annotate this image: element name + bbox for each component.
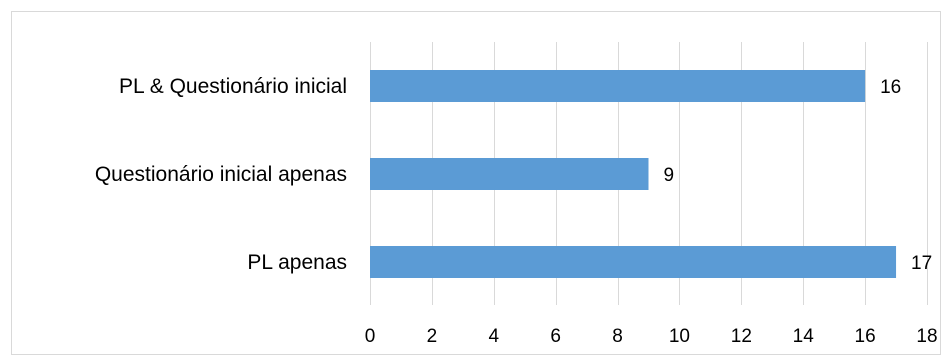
x-tick-label: 6 (550, 326, 561, 347)
x-tick-label: 14 (793, 326, 815, 347)
category-label: Questionário inicial apenas (95, 163, 347, 186)
bar (370, 158, 649, 190)
x-tick-label: 12 (731, 326, 752, 347)
data-label: 17 (911, 253, 932, 274)
x-axis-ticks: 0 2 4 6 8 10 12 14 16 18 (365, 326, 938, 347)
bar (370, 246, 897, 278)
x-tick-label: 4 (488, 326, 499, 347)
bars (370, 70, 897, 278)
data-label: 16 (880, 77, 901, 98)
x-tick-label: 18 (916, 326, 937, 347)
x-tick-label: 8 (612, 326, 623, 347)
x-tick-label: 16 (855, 326, 876, 347)
data-labels: 16 9 17 (664, 77, 933, 274)
data-label: 9 (664, 165, 675, 186)
x-tick-label: 10 (669, 326, 690, 347)
bar (370, 70, 866, 102)
x-tick-label: 2 (427, 326, 438, 347)
category-label: PL apenas (247, 251, 347, 274)
category-labels: PL & Questionário inicial Questionário in… (95, 75, 347, 274)
x-tick-label: 0 (365, 326, 376, 347)
category-label: PL & Questionário inicial (119, 75, 347, 98)
